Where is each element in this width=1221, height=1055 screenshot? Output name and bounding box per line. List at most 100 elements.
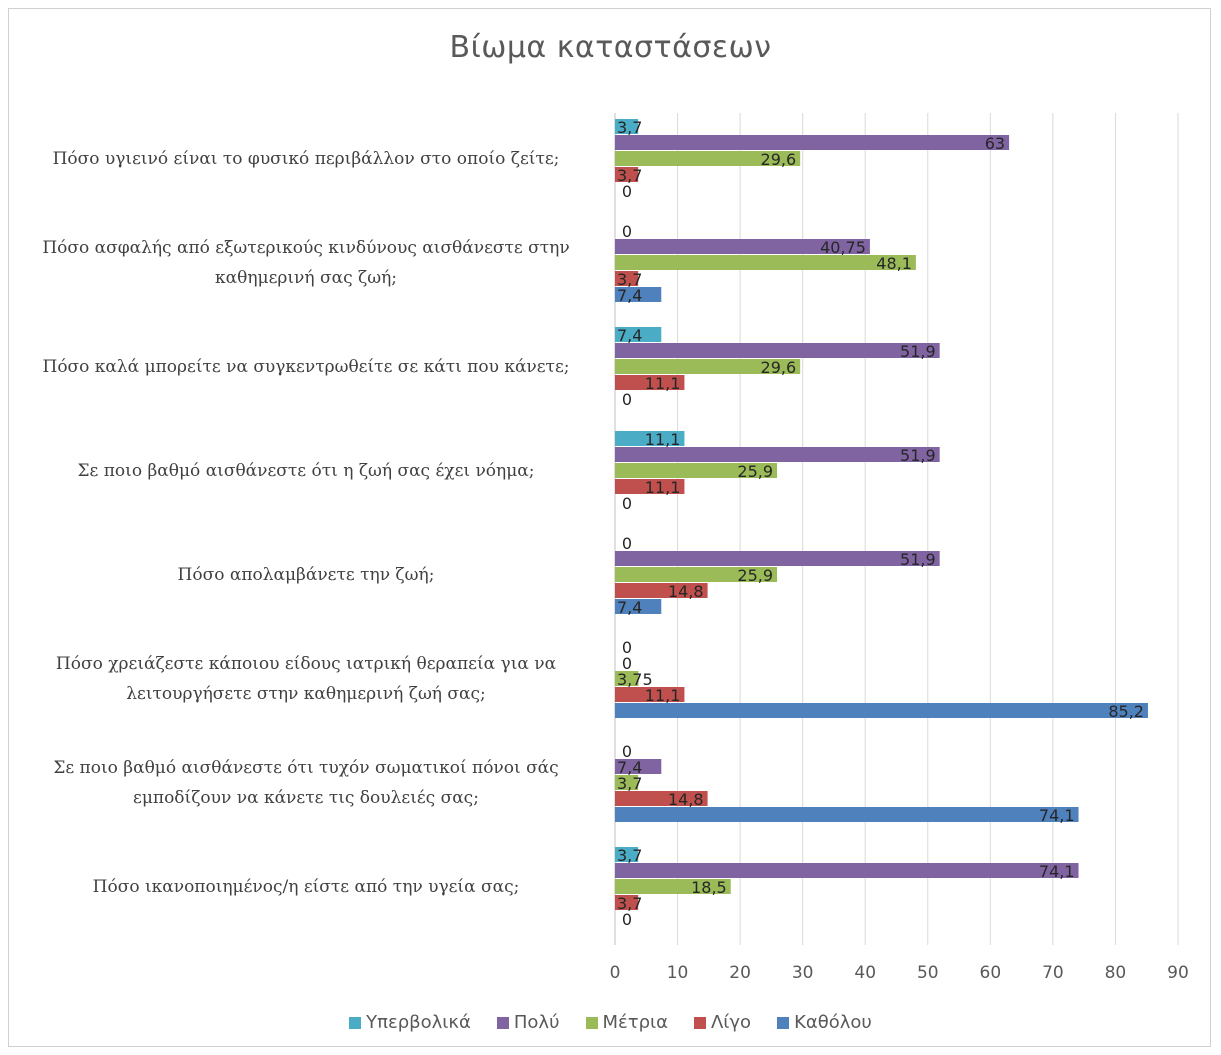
data-label: 11,1 <box>645 686 681 705</box>
category-label: Πόσο απολαμβάνετε την ζωή; <box>177 565 435 585</box>
data-label: 51,9 <box>900 446 936 465</box>
bar <box>615 775 639 790</box>
bar <box>615 567 778 582</box>
legend-label: Καθόλου <box>794 1012 872 1033</box>
category-label: Πόσο υγιεινό είναι το φυσικό περιβάλλον … <box>52 149 560 169</box>
bar <box>615 687 685 702</box>
category-label: Πόσο ασφαλής από εξωτερικούς κινδύνους α… <box>42 238 570 288</box>
bar <box>615 807 1079 822</box>
bar <box>615 167 639 182</box>
category-label: Σε ποιο βαθμό αισθάνεστε ότι τυχόν σωματ… <box>53 758 559 808</box>
data-label: 11,1 <box>645 478 681 497</box>
x-tick-label: 90 <box>1167 963 1189 983</box>
legend-label: Πολύ <box>513 1012 560 1033</box>
bar <box>615 879 731 894</box>
bar <box>615 759 662 774</box>
chart-title: Βίωμα καταστάσεων <box>449 30 772 65</box>
bar <box>615 791 708 806</box>
bar <box>615 447 940 462</box>
data-label: 29,6 <box>761 358 797 377</box>
data-label: 25,9 <box>737 462 773 481</box>
data-label: 29,6 <box>761 150 797 169</box>
data-label: 3,7 <box>617 846 642 865</box>
x-tick-label: 50 <box>917 963 939 983</box>
data-label: 85,2 <box>1108 702 1144 721</box>
legend-label: Λίγο <box>710 1012 752 1033</box>
bar <box>615 703 1148 718</box>
data-label: 0 <box>622 742 632 761</box>
data-label: 0 <box>622 534 632 553</box>
bar <box>615 119 639 134</box>
data-label: 0 <box>622 182 632 201</box>
legend-label: Υπερβολικά <box>366 1012 471 1033</box>
data-label: 3,7 <box>617 118 642 137</box>
bar <box>615 463 778 478</box>
data-label: 40,75 <box>820 238 866 257</box>
data-label: 7,4 <box>617 286 642 305</box>
bar <box>615 431 685 446</box>
legend-entry: Μέτρια <box>585 1012 668 1033</box>
x-tick-label: 30 <box>792 963 814 983</box>
bar <box>615 271 639 286</box>
bar <box>615 359 801 374</box>
data-label: 18,5 <box>691 878 727 897</box>
data-label: 11,1 <box>645 374 681 393</box>
data-label: 0 <box>622 910 632 929</box>
x-tick-label: 70 <box>1042 963 1064 983</box>
data-label: 7,4 <box>617 758 642 777</box>
legend-entry: Υπερβολικά <box>349 1012 471 1033</box>
bar <box>615 375 685 390</box>
category-label: Πόσο ικανοποιημένος/η είστε από την υγεί… <box>92 877 520 897</box>
legend-entry: Λίγο <box>693 1012 752 1033</box>
bar <box>615 583 708 598</box>
x-tick-label: 20 <box>729 963 751 983</box>
data-label: 74,1 <box>1039 862 1075 881</box>
data-label: 0 <box>622 654 632 673</box>
chart-legend: Υπερβολικά Πολύ Μέτρια Λίγο Καθόλου <box>0 1012 1221 1033</box>
x-tick-label: 10 <box>667 963 689 983</box>
data-label: 3,7 <box>617 270 642 289</box>
legend-swatch <box>777 1016 790 1029</box>
data-label: 74,1 <box>1039 806 1075 825</box>
bar <box>615 895 639 910</box>
data-label: 7,4 <box>617 326 642 345</box>
bar <box>615 847 639 862</box>
data-label: 3,7 <box>617 894 642 913</box>
data-label: 7,4 <box>617 598 642 617</box>
data-label: 14,8 <box>668 582 704 601</box>
bar <box>615 479 685 494</box>
x-tick-label: 60 <box>980 963 1002 983</box>
bar <box>615 551 940 566</box>
data-label: 14,8 <box>668 790 704 809</box>
data-label: 0 <box>622 494 632 513</box>
category-label: Πόσο καλά μπορείτε να συγκεντρωθείτε σε … <box>42 357 570 377</box>
data-label: 48,1 <box>876 254 912 273</box>
legend-entry: Πολύ <box>496 1012 560 1033</box>
category-label: Σε ποιο βαθμό αισθάνεστε ότι η ζωή σας έ… <box>77 461 535 481</box>
legend-label: Μέτρια <box>602 1012 668 1033</box>
data-label: 3,7 <box>617 166 642 185</box>
bar <box>615 863 1079 878</box>
data-label: 3,7 <box>617 774 642 793</box>
bar <box>615 135 1010 150</box>
bar <box>615 599 662 614</box>
x-tick-label: 0 <box>610 963 621 983</box>
data-label: 3,75 <box>617 670 653 689</box>
bar <box>615 151 801 166</box>
bar <box>615 327 662 342</box>
bar <box>615 287 662 302</box>
data-label: 11,1 <box>645 430 681 449</box>
data-label: 0 <box>622 638 632 657</box>
legend-swatch <box>693 1016 706 1029</box>
data-label: 25,9 <box>737 566 773 585</box>
x-tick-label: 80 <box>1105 963 1127 983</box>
data-label: 0 <box>622 222 632 241</box>
data-label: 0 <box>622 390 632 409</box>
bar <box>615 239 870 254</box>
bar <box>615 255 916 270</box>
data-label: 51,9 <box>900 550 936 569</box>
legend-swatch <box>585 1016 598 1029</box>
bar <box>615 343 940 358</box>
bar <box>615 671 639 686</box>
